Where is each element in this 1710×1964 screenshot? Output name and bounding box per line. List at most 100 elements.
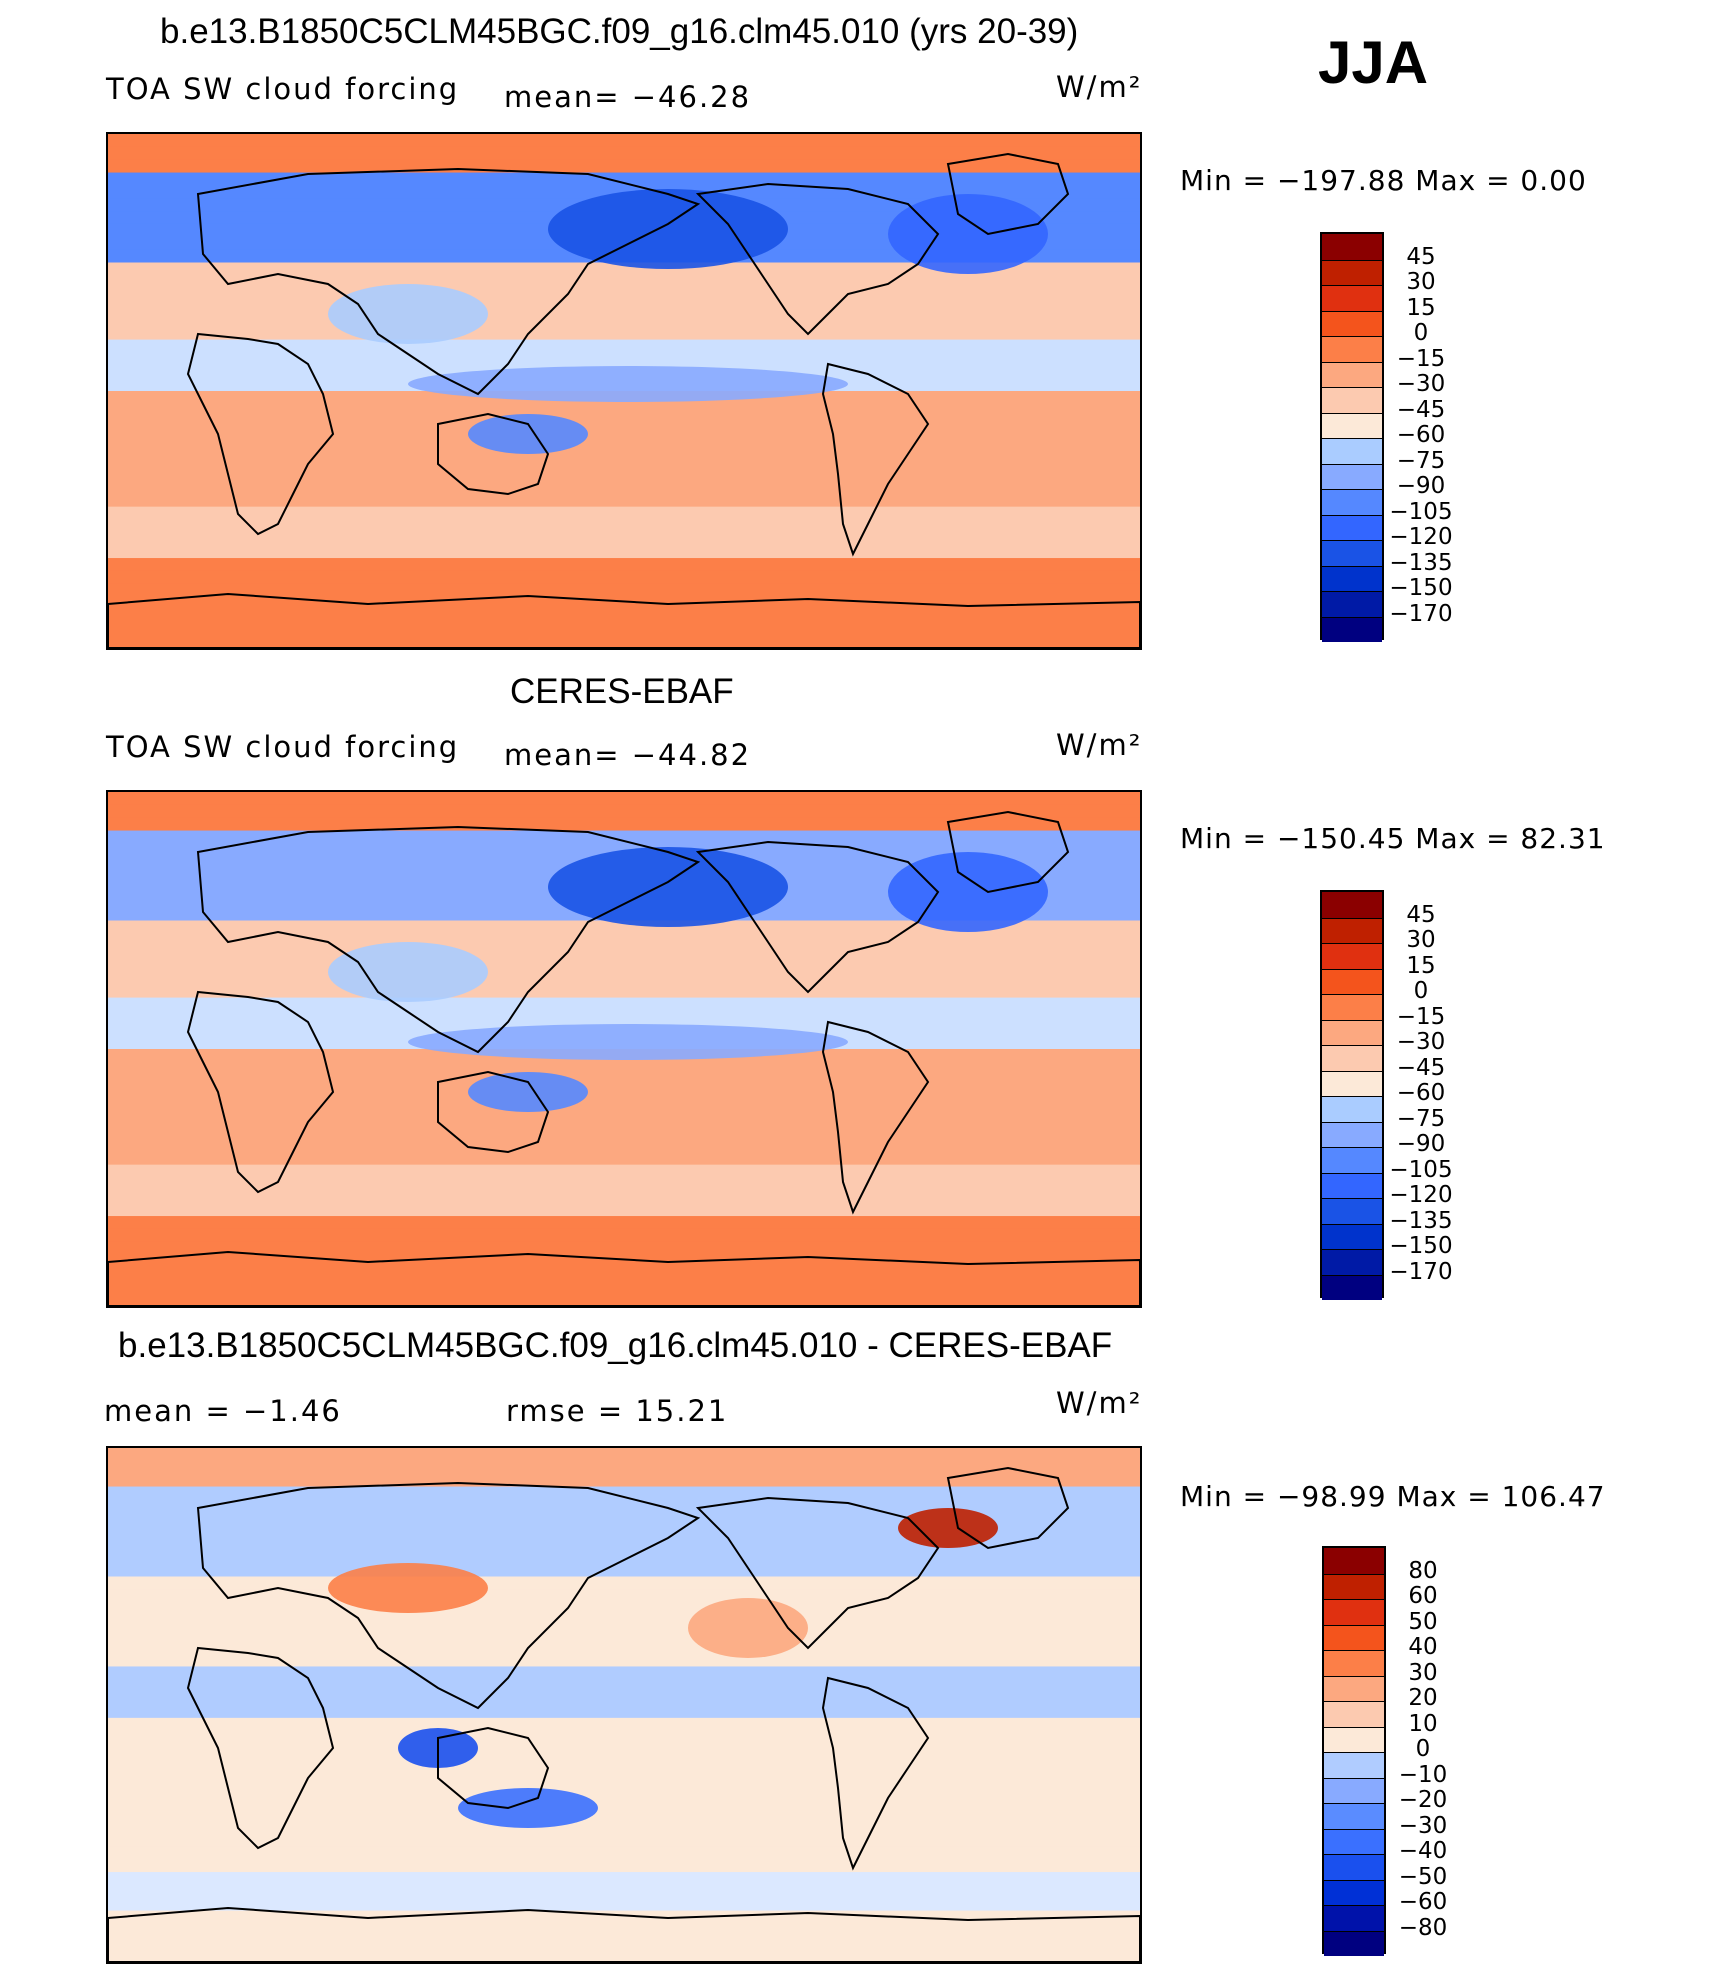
colorbar-swatch — [1322, 943, 1382, 969]
panel2-variable-label: TOA SW cloud forcing — [106, 730, 460, 764]
panel2-mean-label: mean= −44.82 — [504, 738, 752, 772]
field-band — [108, 1884, 1140, 1899]
africa-outline — [186, 990, 335, 1194]
colorbar-tick-label: −135 — [1389, 549, 1453, 576]
south-america-outline — [821, 362, 930, 557]
field-band — [108, 1216, 1140, 1230]
field-band — [108, 288, 1140, 303]
panel2-title: CERES-EBAF — [510, 672, 734, 711]
field-band — [108, 596, 1140, 611]
field-band — [108, 1833, 1140, 1848]
field-band — [108, 352, 1140, 367]
colorbar-tick-label: −150 — [1389, 575, 1453, 601]
colorbar-tick-label: −120 — [1389, 1182, 1453, 1208]
field-anomaly — [408, 1024, 848, 1060]
field-band — [108, 1164, 1140, 1179]
colorbar-tick-label: −75 — [1396, 447, 1446, 474]
africa-outline — [186, 1646, 335, 1850]
panel1-variable-label: TOA SW cloud forcing — [106, 72, 460, 106]
panel1-colorbar — [1320, 232, 1384, 642]
colorbar-swatch — [1322, 489, 1382, 515]
colorbar-tick-label: −105 — [1389, 498, 1453, 525]
south-america-outline — [821, 1676, 930, 1871]
field-band — [108, 403, 1140, 418]
panel1-mean-label: mean= −46.28 — [504, 80, 752, 114]
field-band — [108, 1602, 1140, 1617]
field-band — [108, 1061, 1140, 1076]
field-band — [108, 1138, 1140, 1153]
colorbar-tick-label: 60 — [1408, 1583, 1438, 1609]
panel2-units-label: W/m² — [1056, 728, 1143, 762]
field-anomaly — [328, 942, 488, 1002]
panel2-map-svg — [108, 792, 1140, 1306]
field-band — [108, 532, 1140, 547]
field-band — [108, 506, 1140, 521]
colorbar-tick-label: 30 — [1408, 1659, 1438, 1686]
colorbar-tick-label: −30 — [1396, 371, 1446, 397]
colorbar-tick-label: −20 — [1398, 1787, 1448, 1813]
south-america-outline — [821, 1020, 930, 1215]
colorbar-swatch — [1322, 591, 1382, 617]
field-band — [108, 1807, 1140, 1822]
field-band — [108, 1293, 1140, 1306]
field-band — [108, 1486, 1140, 1501]
colorbar-tick-label: 30 — [1406, 927, 1436, 953]
field-band — [108, 1692, 1140, 1706]
colorbar-tick-label: −45 — [1396, 1054, 1446, 1081]
field-band — [108, 558, 1140, 572]
colorbar-swatch — [1324, 1726, 1384, 1752]
field-band — [108, 1100, 1140, 1115]
colorbar-swatch — [1322, 1249, 1382, 1275]
field-anomaly — [468, 1072, 588, 1112]
colorbar-swatch — [1324, 1879, 1384, 1905]
field-band — [108, 301, 1140, 315]
field-band — [108, 1923, 1140, 1938]
field-band — [108, 1653, 1140, 1668]
colorbar-tick-label: 0 — [1413, 320, 1429, 346]
field-band — [108, 1743, 1140, 1758]
colorbar-tick-label: 45 — [1406, 901, 1436, 928]
field-band — [108, 493, 1140, 508]
colorbar-swatch — [1324, 1548, 1384, 1574]
colorbar-tick-label: 30 — [1406, 269, 1436, 295]
field-band — [108, 326, 1140, 341]
colorbar-tick-label: −105 — [1389, 1156, 1453, 1183]
colorbar-swatch — [1322, 1274, 1382, 1300]
colorbar-tick-label: −40 — [1398, 1838, 1448, 1864]
field-band — [108, 1910, 1140, 1925]
field-band — [108, 971, 1140, 986]
colorbar-swatch — [1322, 412, 1382, 438]
colorbar-tick-label: −45 — [1396, 396, 1446, 423]
field-band — [108, 1460, 1140, 1475]
colorbar-tick-label: −75 — [1396, 1105, 1446, 1132]
greenland-outline — [946, 152, 1070, 236]
field-band — [108, 1177, 1140, 1192]
colorbar-tick-label: −135 — [1389, 1207, 1453, 1234]
panel1-minmax: Min = −197.88 Max = 0.00 — [1180, 164, 1587, 197]
field-band — [108, 480, 1140, 495]
colorbar-tick-label: 40 — [1408, 1634, 1438, 1660]
colorbar-tick-label: 80 — [1408, 1557, 1438, 1584]
field-anomaly — [888, 852, 1048, 932]
field-anomaly — [888, 194, 1048, 274]
field-anomaly — [328, 284, 488, 344]
field-band — [108, 1949, 1140, 1962]
greenland-outline — [946, 810, 1070, 894]
colorbar-tick-label: −30 — [1398, 1812, 1448, 1839]
panel3-map — [106, 1446, 1142, 1964]
colorbar-tick-label: −30 — [1396, 1029, 1446, 1055]
field-band — [108, 159, 1140, 174]
colorbar-swatch — [1322, 917, 1382, 943]
field-band — [108, 920, 1140, 935]
greenland-outline — [946, 1466, 1070, 1550]
field-anomaly — [898, 1508, 998, 1548]
field-band — [108, 1550, 1140, 1565]
field-band — [108, 1769, 1140, 1784]
field-band — [108, 442, 1140, 457]
colorbar-swatch — [1322, 463, 1382, 489]
panel2-map — [106, 790, 1142, 1308]
field-band — [108, 946, 1140, 961]
antarctica-outline — [108, 1906, 1140, 1962]
colorbar-swatch — [1324, 1930, 1384, 1956]
field-band — [108, 455, 1140, 470]
